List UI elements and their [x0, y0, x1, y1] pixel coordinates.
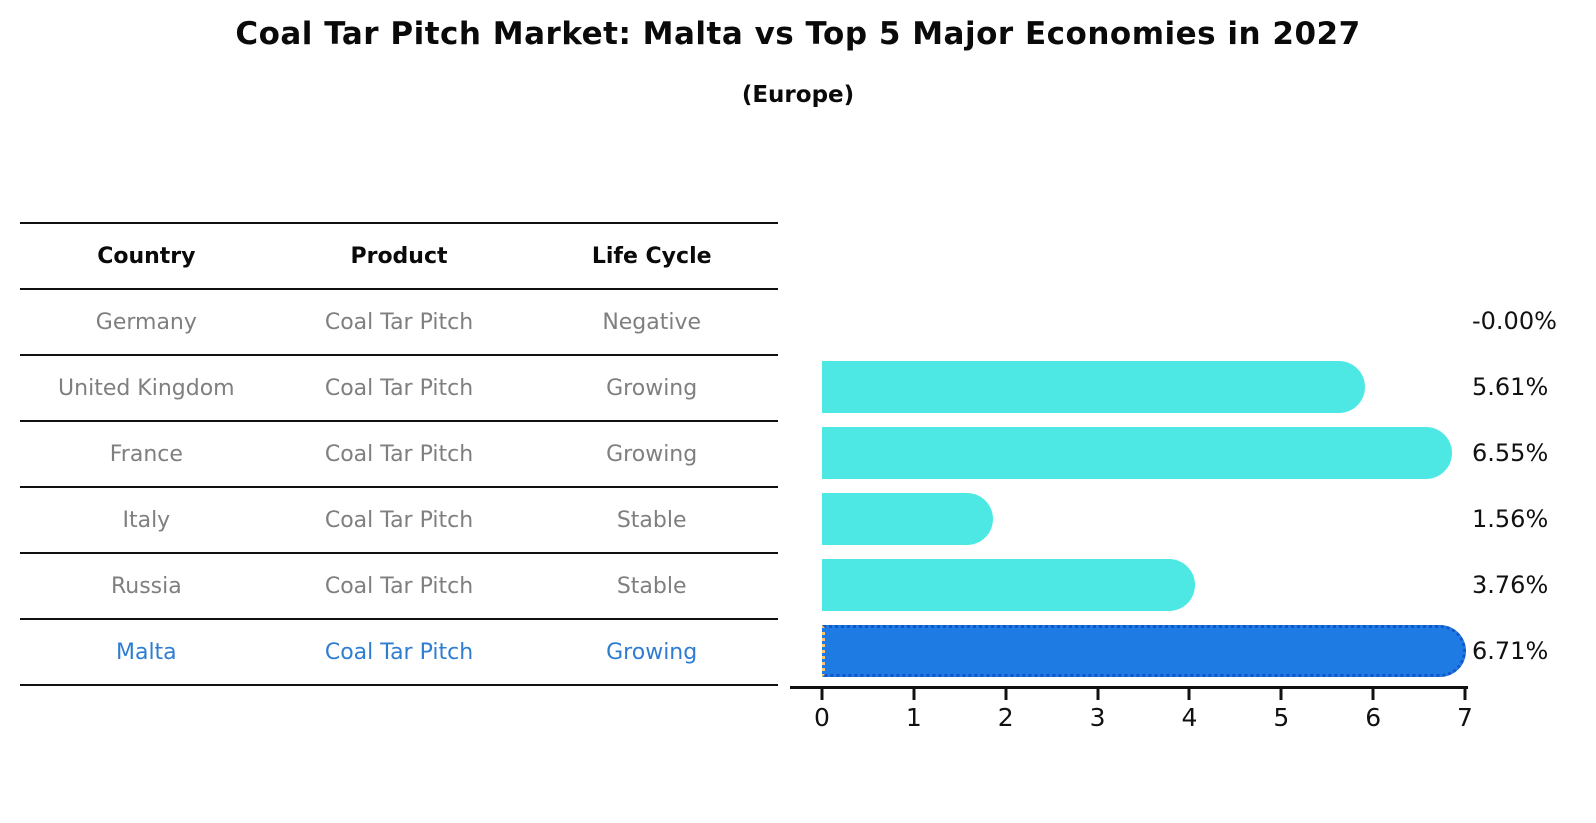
- column-header-product: Product: [350, 243, 448, 269]
- cell-product: Coal Tar Pitch: [324, 375, 474, 401]
- x-tick-mark: [1187, 689, 1191, 700]
- table-row-united-kingdom: United Kingdom Coal Tar Pitch Growing: [20, 356, 778, 422]
- table-row-germany: Germany Coal Tar Pitch Negative: [20, 290, 778, 356]
- bar-italy: [822, 493, 994, 545]
- cell-life-cycle: Stable: [616, 507, 687, 533]
- bar-row-france: 6.55%: [822, 420, 1596, 486]
- value-label-russia: 3.76%: [1472, 571, 1549, 599]
- x-tick-mark: [1371, 689, 1375, 700]
- bar-row-malta: 6.71%: [822, 618, 1596, 684]
- x-tick-label: 6: [1365, 703, 1382, 732]
- x-tick-label: 7: [1457, 703, 1473, 732]
- value-label-malta: 6.71%: [1472, 637, 1549, 665]
- bar-russia: [822, 559, 1196, 611]
- x-tick-label: 3: [1089, 703, 1106, 732]
- cell-life-cycle: Stable: [616, 573, 687, 599]
- cell-life-cycle: Growing: [606, 441, 698, 467]
- value-label-united-kingdom: 5.61%: [1472, 373, 1549, 401]
- value-label-france: 6.55%: [1472, 439, 1549, 467]
- bar-row-russia: 3.76%: [822, 552, 1596, 618]
- cell-life-cycle: Negative: [602, 309, 702, 335]
- value-label-italy: 1.56%: [1472, 505, 1549, 533]
- x-axis-line: [790, 686, 1468, 689]
- table-row-france: France Coal Tar Pitch Growing: [20, 422, 778, 488]
- x-tick-mark: [820, 689, 824, 700]
- x-tick-mark: [912, 689, 916, 700]
- bar-chart-plot-area: -0.00% 5.61% 6.55% 1.56% 3.76% 6.71%: [822, 288, 1596, 684]
- cell-product: Coal Tar Pitch: [324, 639, 474, 665]
- cell-country: Russia: [110, 573, 182, 599]
- table-row-italy: Italy Coal Tar Pitch Stable: [20, 488, 778, 554]
- x-tick-label: 2: [997, 703, 1014, 732]
- x-tick-label: 0: [814, 703, 830, 732]
- bar-malta: [822, 625, 1467, 677]
- x-axis: 0 1 2 3 4 5 6 7: [790, 686, 1473, 746]
- chart-title: Coal Tar Pitch Market: Malta vs Top 5 Ma…: [235, 16, 1361, 52]
- x-tick-label: 4: [1181, 703, 1198, 732]
- cell-country: France: [109, 441, 183, 467]
- cell-country: United Kingdom: [58, 375, 235, 401]
- bar-united-kingdom: [822, 361, 1366, 413]
- x-tick-label: 1: [905, 703, 922, 732]
- cell-country: Malta: [115, 639, 177, 665]
- x-tick-label: 5: [1273, 703, 1290, 732]
- x-tick-mark: [1004, 689, 1008, 700]
- x-tick-mark: [1096, 689, 1100, 700]
- cell-product: Coal Tar Pitch: [324, 441, 474, 467]
- value-label-germany: -0.00%: [1472, 307, 1557, 335]
- table-row-russia: Russia Coal Tar Pitch Stable: [20, 554, 778, 620]
- column-header-country: Country: [97, 243, 196, 269]
- x-tick-mark: [1463, 689, 1467, 700]
- cell-country: Italy: [122, 507, 171, 533]
- chart-subtitle: (Europe): [741, 82, 855, 108]
- cell-product: Coal Tar Pitch: [324, 573, 474, 599]
- column-header-life-cycle: Life Cycle: [591, 243, 712, 269]
- cell-life-cycle: Growing: [606, 639, 698, 665]
- bar-row-united-kingdom: 5.61%: [822, 354, 1596, 420]
- country-table: Country Product Life Cycle Germany Coal …: [20, 222, 778, 686]
- cell-product: Coal Tar Pitch: [324, 507, 474, 533]
- cell-life-cycle: Growing: [606, 375, 698, 401]
- bar-row-germany: -0.00%: [822, 288, 1596, 354]
- table-row-malta: Malta Coal Tar Pitch Growing: [20, 620, 778, 686]
- cell-country: Germany: [95, 309, 197, 335]
- bar-row-italy: 1.56%: [822, 486, 1596, 552]
- x-tick-mark: [1279, 689, 1283, 700]
- table-header-row: Country Product Life Cycle: [20, 224, 778, 290]
- bar-france: [822, 427, 1452, 479]
- cell-product: Coal Tar Pitch: [324, 309, 474, 335]
